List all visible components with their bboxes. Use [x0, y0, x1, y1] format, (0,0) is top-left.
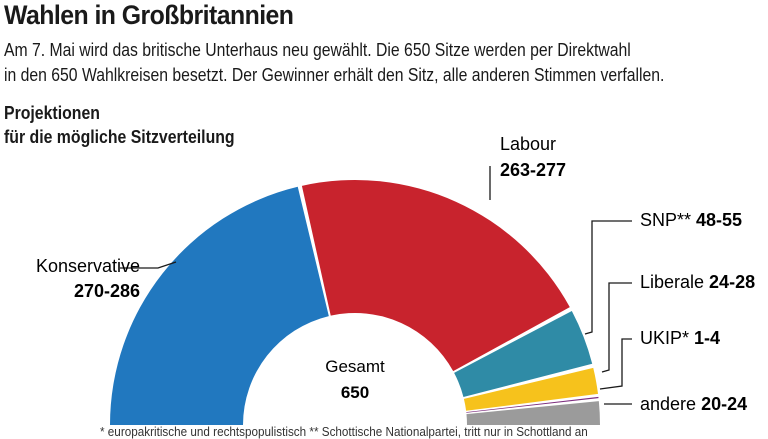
chart-subtitle: Projektionen für die mögliche Sitzvertei…	[4, 101, 235, 149]
center-value: 650	[341, 383, 369, 402]
leader-line-liberale	[601, 282, 632, 373]
label-ukip: UKIP* 1-4	[640, 328, 720, 348]
label-range-konservative: 270-286	[74, 281, 140, 301]
subtitle-line-1: Projektionen	[4, 103, 100, 123]
leader-line-konservative	[120, 261, 177, 269]
label-name-liberale: Liberale	[640, 272, 709, 292]
intro-line-2: in den 650 Wahlkreisen besetzt. Der Gewi…	[4, 65, 665, 85]
label-liberale: Liberale 24-28	[640, 272, 755, 292]
subtitle-line-2: für die mögliche Sitzverteilung	[4, 127, 235, 147]
intro-line-1: Am 7. Mai wird das britische Unterhaus n…	[4, 40, 631, 60]
label-name-snp: SNP**	[640, 210, 696, 230]
label-range-labour: 263-277	[500, 160, 566, 180]
label-name-ukip: UKIP*	[640, 328, 694, 348]
slice-andere	[466, 401, 600, 425]
chart-title: Wahlen in Großbritannien	[4, 0, 294, 30]
label-name-andere: andere	[640, 394, 701, 414]
center-label: Gesamt	[325, 357, 385, 376]
slice-snp	[454, 310, 593, 397]
label-name-konservative: Konservative	[36, 256, 140, 276]
intro-text: Am 7. Mai wird das britische Unterhaus n…	[4, 38, 757, 88]
label-snp: SNP** 48-55	[640, 210, 742, 230]
slice-konservative	[110, 186, 329, 425]
label-range-andere: 20-24	[701, 394, 747, 414]
leader-line-ukip	[599, 338, 632, 390]
slice-labour	[301, 179, 570, 372]
slice-liberale	[463, 367, 599, 411]
label-range-ukip: 1-4	[694, 328, 720, 348]
label-andere: andere 20-24	[640, 394, 747, 414]
label-range-snp: 48-55	[696, 210, 742, 230]
label-name-labour: Labour	[500, 134, 556, 154]
slice-ukip	[466, 396, 599, 413]
leader-line-snp	[584, 220, 632, 335]
label-range-liberale: 24-28	[709, 272, 755, 292]
